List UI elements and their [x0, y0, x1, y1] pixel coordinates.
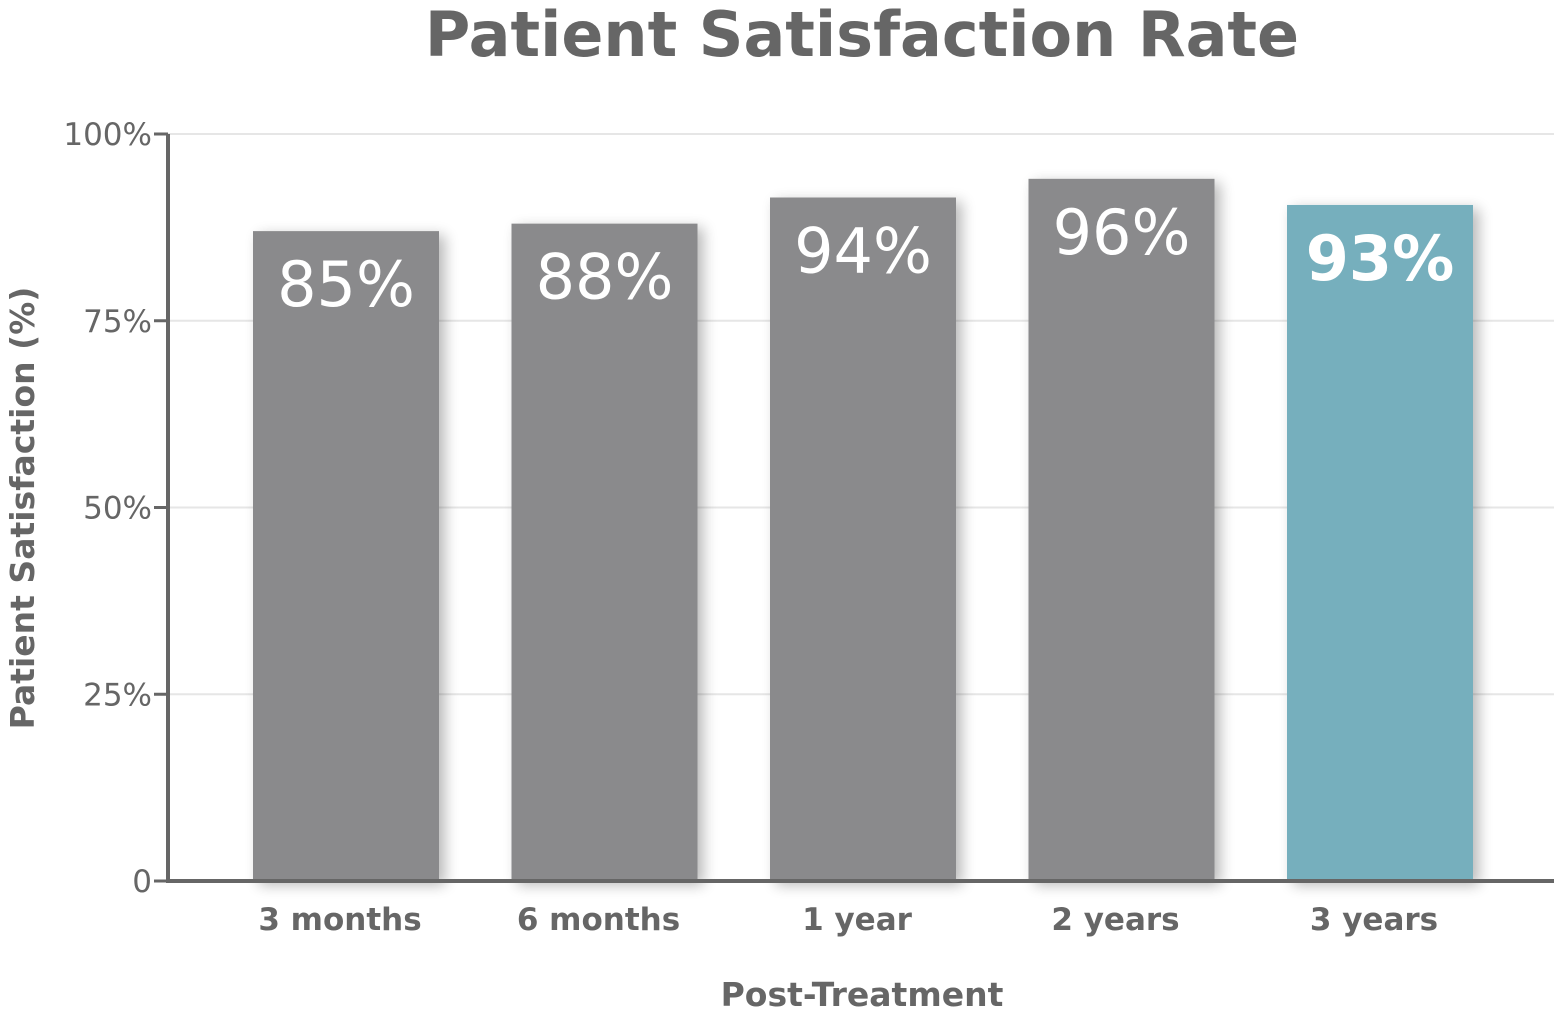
x-tick-label: 6 months: [517, 902, 680, 938]
y-tick-labels: 0 25% 50% 75% 100%: [63, 117, 168, 900]
bar-2-years: [1028, 178, 1215, 881]
bar-3-years: [1287, 204, 1473, 882]
x-tick-label: 2 years: [1051, 902, 1179, 938]
data-labels: 85% 88% 94% 96% 93%: [277, 196, 1454, 321]
data-label: 94%: [794, 214, 932, 287]
bars: [253, 178, 1473, 882]
x-axis-title: Post-Treatment: [721, 975, 1004, 1014]
data-label: 85%: [277, 248, 415, 321]
x-tick-label: 3 years: [1310, 902, 1438, 938]
x-tick-label: 3 months: [258, 902, 421, 938]
y-tick-label: 75%: [83, 304, 152, 340]
y-tick-label: 0: [132, 864, 152, 900]
x-tick-labels: 3 months 6 months 1 year 2 years 3 years: [258, 902, 1438, 938]
bar-6-months: [511, 223, 698, 881]
data-label: 93%: [1306, 222, 1454, 295]
y-tick-label: 25%: [83, 677, 152, 713]
chart-title: Patient Satisfaction Rate: [425, 0, 1299, 71]
y-tick-label: 50%: [83, 491, 152, 527]
y-axis-title: Patient Satisfaction (%): [3, 287, 42, 730]
y-tick-label: 100%: [63, 117, 152, 153]
x-tick-label: 1 year: [802, 902, 913, 938]
bar-1-year: [770, 197, 956, 881]
data-label: 96%: [1053, 196, 1191, 269]
bar-3-months: [253, 231, 439, 882]
data-label: 88%: [536, 241, 674, 314]
